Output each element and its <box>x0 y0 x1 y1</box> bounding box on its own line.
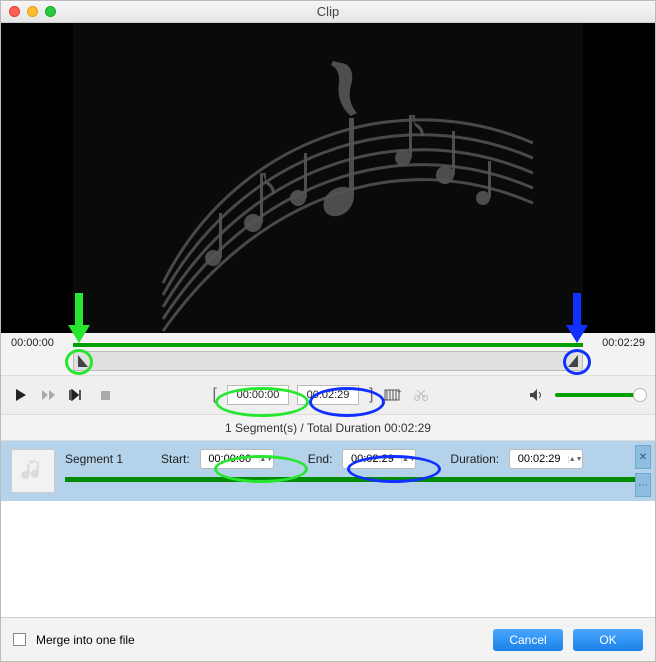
play-button[interactable] <box>11 385 31 405</box>
preview-area <box>1 23 655 333</box>
cancel-button[interactable]: Cancel <box>493 629 563 651</box>
segment-duration-input[interactable] <box>510 453 568 465</box>
stepper-arrows-icon[interactable]: ▲▼ <box>568 456 582 463</box>
timeline: 00:00:00 00:02:29 <box>1 333 655 375</box>
stop-button[interactable] <box>95 385 115 405</box>
music-note-icon <box>19 457 47 485</box>
segment-thumbnail <box>11 449 55 493</box>
segment-start-stepper[interactable]: ▲▼ <box>200 449 274 469</box>
stepper-arrows-icon[interactable]: ▲▼ <box>259 456 273 463</box>
volume-slider[interactable] <box>555 393 645 397</box>
timeline-track[interactable] <box>73 343 583 347</box>
svg-text:+: + <box>397 388 402 396</box>
add-segment-button[interactable]: + <box>383 385 403 405</box>
timeline-end-label: 00:02:29 <box>602 337 645 349</box>
video-preview <box>73 23 583 333</box>
segment-duration-label: Duration: <box>450 452 499 466</box>
segment-end-input[interactable] <box>343 453 401 465</box>
volume-icon[interactable] <box>527 385 547 405</box>
segment-name: Segment 1 <box>65 452 123 466</box>
segment-start-input[interactable] <box>201 453 259 465</box>
clip-end-input[interactable] <box>297 385 359 405</box>
segment-end-stepper[interactable]: ▲▼ <box>342 449 416 469</box>
music-notes-art-icon <box>73 23 583 333</box>
merge-checkbox[interactable] <box>13 633 26 646</box>
clip-start-handle[interactable] <box>76 353 92 369</box>
dialog-footer: Merge into one file Cancel OK <box>1 617 655 661</box>
minimize-window-button[interactable] <box>27 6 38 17</box>
volume-thumb[interactable] <box>633 388 647 402</box>
zoom-window-button[interactable] <box>45 6 56 17</box>
merge-label: Merge into one file <box>36 633 135 647</box>
segment-progress-bar[interactable] <box>65 477 645 482</box>
stepper-arrows-icon[interactable]: ▲▼ <box>401 456 415 463</box>
segment-end-label: End: <box>308 452 333 466</box>
bracket-close-icon: ] <box>367 386 375 404</box>
playback-controls: [ ] + <box>1 375 655 415</box>
clip-end-handle[interactable] <box>564 353 580 369</box>
segment-more-button[interactable]: ⋯ <box>635 473 651 497</box>
segment-row[interactable]: Segment 1 Start: ▲▼ End: ▲▼ Duration: <box>1 441 655 501</box>
timeline-handle-strip <box>73 351 583 371</box>
step-button[interactable] <box>67 385 87 405</box>
segment-remove-button[interactable]: ✕ <box>635 445 651 469</box>
segment-side-buttons: ✕ ⋯ <box>635 445 651 497</box>
close-window-button[interactable] <box>9 6 20 17</box>
segments-summary: 1 Segment(s) / Total Duration 00:02:29 <box>1 415 655 441</box>
window-controls <box>9 6 56 17</box>
clip-dialog: Clip <box>0 0 656 662</box>
clip-start-input[interactable] <box>227 385 289 405</box>
segments-list: Segment 1 Start: ▲▼ End: ▲▼ Duration: <box>1 441 655 617</box>
window-title: Clip <box>1 4 655 19</box>
titlebar: Clip <box>1 1 655 23</box>
segment-start-label: Start: <box>161 452 190 466</box>
fast-forward-button[interactable] <box>39 385 59 405</box>
cut-segment-button[interactable] <box>411 385 431 405</box>
segment-duration-stepper[interactable]: ▲▼ <box>509 449 583 469</box>
ok-button[interactable]: OK <box>573 629 643 651</box>
timeline-start-label: 00:00:00 <box>11 337 54 349</box>
bracket-open-icon: [ <box>211 386 219 404</box>
